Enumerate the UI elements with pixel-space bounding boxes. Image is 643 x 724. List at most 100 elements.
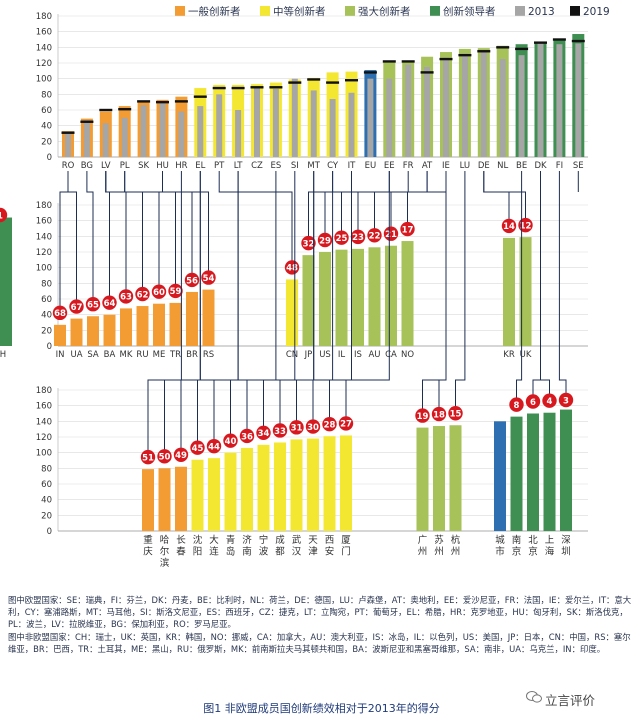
rank-badge bbox=[383, 226, 399, 241]
rank-badge bbox=[190, 440, 205, 455]
rank-label: 49 bbox=[175, 451, 187, 461]
bar-苏州 bbox=[433, 426, 445, 531]
rank-label: 12 bbox=[520, 221, 532, 231]
marker-2019-BG bbox=[80, 120, 94, 123]
y-tick-label: 140 bbox=[36, 232, 52, 242]
bar-2013-NL bbox=[499, 59, 506, 158]
connector-line bbox=[341, 171, 390, 238]
bar-2013-RO bbox=[65, 131, 71, 157]
connector-line bbox=[308, 171, 334, 244]
bar-SA bbox=[87, 316, 99, 346]
rank-badge bbox=[301, 235, 316, 251]
rank-label: 6 bbox=[530, 398, 536, 408]
rank-badge bbox=[85, 297, 101, 312]
marker-2019-DK bbox=[534, 41, 547, 44]
connector-line bbox=[422, 171, 447, 416]
marker-2019-EU bbox=[363, 71, 377, 74]
marker-2019-PL bbox=[118, 108, 132, 111]
legend-swatch bbox=[260, 6, 270, 16]
rank-label: 17 bbox=[402, 225, 414, 235]
rank-badge bbox=[135, 286, 150, 302]
bar-北京 bbox=[527, 413, 539, 531]
marker-2019-LT bbox=[231, 86, 245, 90]
bar-RS bbox=[202, 289, 215, 346]
x-tick-label: 南 bbox=[242, 546, 252, 558]
rank-label: 30 bbox=[307, 423, 319, 433]
connector-line bbox=[67, 171, 77, 307]
rank-label: 67 bbox=[71, 303, 83, 313]
x-tick-label: 厦 bbox=[341, 535, 351, 546]
bar-KR bbox=[503, 237, 515, 346]
bar-2013-SK bbox=[140, 105, 147, 157]
x-tick-label: 滨 bbox=[160, 557, 170, 569]
connector-line bbox=[329, 171, 352, 425]
bar-TR bbox=[169, 302, 182, 346]
connector-line bbox=[230, 171, 277, 441]
rank-badge bbox=[367, 228, 382, 243]
bar-2013-MT bbox=[310, 90, 317, 157]
bar-UK bbox=[519, 237, 532, 346]
connector-line bbox=[345, 171, 390, 424]
rank-badge bbox=[284, 260, 300, 275]
rank-label: 31 bbox=[291, 424, 303, 434]
bar-2013-ES bbox=[272, 88, 279, 157]
x-tick-label: 青 bbox=[226, 534, 236, 546]
x-tick-label: FI bbox=[556, 161, 563, 171]
rank-badge bbox=[448, 406, 463, 421]
marker-2019-SK bbox=[137, 100, 151, 103]
y-tick-label: 120 bbox=[36, 59, 52, 69]
rank-label: 22 bbox=[369, 232, 381, 242]
rank-badge bbox=[322, 417, 337, 432]
bar-JP bbox=[302, 255, 315, 346]
x-tick-label: 连 bbox=[209, 546, 219, 558]
y-tick-label: 120 bbox=[36, 248, 52, 258]
marker-2019-EE bbox=[382, 60, 396, 63]
wechat-icon bbox=[526, 691, 542, 703]
x-tick-label: EE bbox=[384, 161, 395, 171]
x-tick-label: MT bbox=[307, 161, 320, 171]
rank-label: 50 bbox=[159, 453, 171, 463]
innovation-chart: 一般创新者 中等创新者 强大创新者 创新领导者 2013 2019020406080100… bbox=[0, 5, 610, 569]
rank-label: 56 bbox=[186, 276, 198, 286]
x-tick-label: BR bbox=[186, 350, 198, 360]
y-tick-label: 80 bbox=[41, 279, 52, 289]
x-tick-label: 安 bbox=[325, 546, 335, 558]
x-tick-label: 庆 bbox=[143, 546, 153, 558]
y-tick-label: 80 bbox=[41, 464, 52, 474]
connector-line bbox=[532, 171, 541, 402]
x-tick-label: 宁 bbox=[259, 534, 269, 546]
bar-哈尔滨 bbox=[158, 468, 171, 531]
y-tick-label: 180 bbox=[36, 12, 52, 22]
x-tick-label: 汉 bbox=[292, 547, 302, 558]
x-tick-label: CH bbox=[0, 350, 6, 360]
bar-2013-FI bbox=[556, 44, 563, 158]
x-tick-label: RS bbox=[203, 350, 214, 360]
bar-2013-FR bbox=[405, 64, 412, 157]
rank-label: 28 bbox=[324, 421, 336, 431]
legend-label: 2013 bbox=[528, 6, 555, 18]
connector-line bbox=[483, 171, 526, 226]
legend-label: 强大创新者 bbox=[358, 5, 411, 18]
x-tick-label: 重 bbox=[143, 534, 153, 546]
rank-label: 60 bbox=[153, 288, 165, 298]
y-tick-label: 100 bbox=[36, 449, 52, 459]
x-tick-label: 天 bbox=[308, 535, 318, 546]
bar-MK bbox=[120, 308, 132, 346]
legend-label: 创新领导者 bbox=[443, 5, 496, 18]
connector-line bbox=[105, 171, 127, 297]
rank-badge bbox=[415, 408, 430, 423]
y-tick-label: 60 bbox=[41, 295, 52, 305]
connector-line bbox=[180, 171, 201, 455]
x-tick-label: 南 bbox=[512, 534, 522, 546]
x-tick-label: JP bbox=[304, 350, 313, 360]
x-tick-label: 杭 bbox=[451, 534, 461, 546]
bar-2013-AT bbox=[424, 66, 431, 157]
marker-2019-SI bbox=[288, 81, 302, 84]
bar-成都 bbox=[274, 442, 286, 531]
x-tick-label: NO bbox=[401, 350, 414, 360]
y-tick-label: 140 bbox=[36, 417, 52, 427]
y-tick-label: 0 bbox=[47, 342, 52, 352]
notes-eu: 图中欧盟国家：SE：瑞典，FI：芬兰，DK：丹麦，BE：比利时，NL：荷兰，DE… bbox=[8, 595, 632, 630]
marker-2019-FR bbox=[401, 60, 415, 63]
x-tick-label: LT bbox=[234, 161, 244, 171]
